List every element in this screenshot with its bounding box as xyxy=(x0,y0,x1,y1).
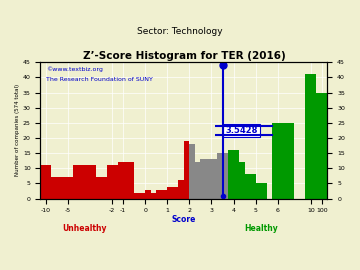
Bar xyxy=(129,162,134,199)
Bar xyxy=(140,193,145,199)
Bar xyxy=(305,74,316,199)
Bar xyxy=(73,165,85,199)
Bar xyxy=(250,174,256,199)
Bar xyxy=(167,187,173,199)
Bar xyxy=(162,190,167,199)
Bar xyxy=(211,159,217,199)
Bar xyxy=(189,144,195,199)
Bar xyxy=(62,177,73,199)
Bar xyxy=(51,177,62,199)
Bar xyxy=(178,180,184,199)
Bar xyxy=(134,193,140,199)
Bar xyxy=(228,150,234,199)
Title: Z’-Score Histogram for TER (2016): Z’-Score Histogram for TER (2016) xyxy=(82,52,285,62)
Bar xyxy=(151,193,156,199)
Text: Sector: Technology: Sector: Technology xyxy=(137,27,223,36)
Bar xyxy=(244,174,250,199)
Bar xyxy=(184,141,189,199)
Text: 3.5428: 3.5428 xyxy=(225,126,257,135)
Bar xyxy=(107,165,118,199)
Bar xyxy=(95,177,107,199)
Text: ©www.textbiz.org: ©www.textbiz.org xyxy=(46,66,103,72)
Bar xyxy=(222,153,228,199)
Bar xyxy=(40,165,51,199)
X-axis label: Score: Score xyxy=(172,215,196,224)
Bar xyxy=(173,187,178,199)
Text: The Research Foundation of SUNY: The Research Foundation of SUNY xyxy=(46,77,153,82)
Bar xyxy=(316,93,327,199)
Bar xyxy=(272,123,294,199)
Bar xyxy=(145,190,151,199)
Bar xyxy=(201,159,206,199)
Bar xyxy=(206,159,211,199)
Bar xyxy=(261,184,267,199)
Bar xyxy=(256,184,261,199)
Bar xyxy=(156,190,162,199)
Bar xyxy=(239,162,244,199)
Bar xyxy=(195,162,201,199)
Y-axis label: Number of companies (574 total): Number of companies (574 total) xyxy=(15,84,20,177)
Bar xyxy=(234,150,239,199)
Bar xyxy=(118,162,129,199)
Bar xyxy=(217,153,222,199)
Bar xyxy=(85,165,95,199)
Text: Healthy: Healthy xyxy=(244,224,278,233)
Text: Unhealthy: Unhealthy xyxy=(62,224,107,233)
